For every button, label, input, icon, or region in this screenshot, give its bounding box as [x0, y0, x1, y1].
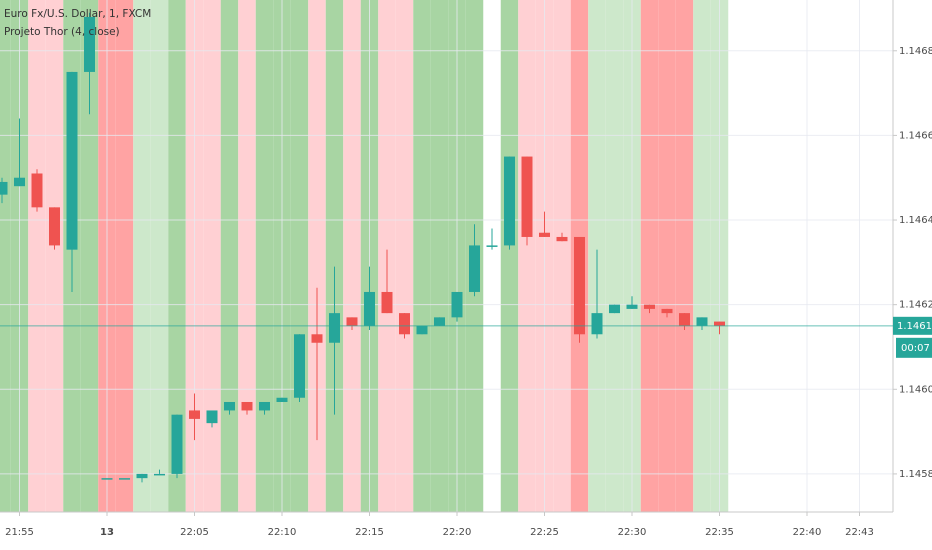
candle-body — [556, 236, 568, 242]
signal-band — [343, 0, 361, 512]
candle-body — [346, 317, 358, 326]
x-tick-label: 22:20 — [443, 527, 472, 538]
signal-band — [395, 0, 414, 512]
candle-body — [434, 317, 445, 326]
signal-band — [290, 0, 309, 512]
signal-band — [45, 0, 64, 512]
last-price-label: 1.14615 — [897, 321, 932, 332]
signal-band — [133, 0, 151, 512]
candle-body — [364, 291, 375, 326]
x-tick-label: 22:10 — [268, 527, 297, 538]
signal-band — [518, 0, 536, 512]
candle-body — [399, 313, 410, 335]
candle-body — [679, 313, 690, 326]
x-tick-label: 22:25 — [530, 527, 559, 538]
candle-body — [311, 334, 323, 343]
candle-body — [101, 478, 113, 480]
candle-body — [84, 16, 95, 72]
y-tick-label: 1.14600 — [899, 384, 932, 395]
countdown-box — [896, 337, 932, 358]
candle-body — [574, 236, 585, 335]
candle-body — [329, 313, 340, 343]
signal-band — [430, 0, 449, 512]
candle-body — [14, 177, 25, 187]
candle-body — [276, 397, 288, 402]
candle-body — [661, 308, 673, 314]
candle-body — [294, 334, 305, 398]
candle-body — [136, 473, 148, 479]
chart-title: Euro Fx/U.S. Dollar, 1, FXCM — [4, 8, 151, 20]
candle-body — [609, 304, 620, 314]
x-tick-label: 22:43 — [845, 527, 874, 538]
candle-body — [626, 304, 638, 309]
signal-band — [115, 0, 134, 512]
candle-body — [206, 410, 218, 424]
y-tick-label: 1.14680 — [899, 46, 932, 57]
candles — [0, 12, 725, 483]
signal-band — [255, 0, 274, 512]
candle-body — [189, 410, 200, 419]
signal-band — [693, 0, 711, 512]
signal-band — [658, 0, 676, 512]
signal-band — [80, 0, 99, 512]
candle-body — [224, 401, 235, 411]
candle-body — [591, 313, 603, 335]
y-tick-label: 1.14620 — [899, 300, 932, 311]
last-price-box — [893, 316, 932, 335]
signal-band — [150, 0, 169, 512]
candle-body — [49, 207, 60, 246]
signal-band — [605, 0, 624, 512]
candle-body — [171, 414, 183, 474]
candle-body — [66, 71, 78, 250]
candle-body — [31, 173, 43, 208]
countdown-label: 00:07 — [901, 343, 930, 354]
grid — [0, 0, 893, 512]
signal-band — [413, 0, 431, 512]
candle-body — [486, 245, 498, 247]
signal-band — [203, 0, 221, 512]
candle-body — [241, 401, 253, 411]
candle-body — [504, 156, 515, 246]
x-tick-label: 21:55 — [5, 527, 34, 538]
signal-band — [325, 0, 344, 512]
signal-band — [553, 0, 571, 512]
candle-body — [451, 291, 463, 318]
signal-band — [308, 0, 326, 512]
candle-body — [469, 245, 480, 292]
candle-body — [644, 304, 655, 309]
candle-body — [521, 156, 533, 237]
signal-band — [500, 0, 519, 512]
x-tick-label: 22:15 — [355, 527, 384, 538]
candle-body — [154, 473, 165, 476]
x-tick-label: 22:30 — [618, 527, 647, 538]
x-tick-label: 22:40 — [793, 527, 822, 538]
indicator-title: Projeto Thor (4, close) — [4, 26, 120, 38]
signal-band — [168, 0, 186, 512]
candle-body — [259, 401, 270, 411]
signal-band — [238, 0, 256, 512]
y-tick-label: 1.14580 — [899, 469, 932, 480]
bands — [0, 0, 729, 512]
signal-band — [640, 0, 659, 512]
signal-band — [675, 0, 694, 512]
candle-body — [539, 232, 550, 237]
signal-band — [28, 0, 46, 512]
signal-band — [220, 0, 239, 512]
candle-body — [714, 321, 725, 326]
signal-band — [0, 0, 11, 512]
candle-body — [381, 291, 393, 314]
candle-body — [119, 478, 130, 480]
candle-body — [0, 181, 8, 195]
y-tick-label: 1.14660 — [899, 130, 932, 141]
x-tick-label: 22:05 — [180, 527, 209, 538]
y-tick-label: 1.14640 — [899, 215, 932, 226]
candle-body — [696, 317, 708, 326]
axes: 1.14580 1.14600 1.14620 1.14640 1.14660 1.146… — [0, 0, 932, 538]
candle-body — [416, 325, 428, 335]
x-tick-label: 22:35 — [705, 527, 734, 538]
x-tick-label: 13 — [100, 527, 114, 538]
